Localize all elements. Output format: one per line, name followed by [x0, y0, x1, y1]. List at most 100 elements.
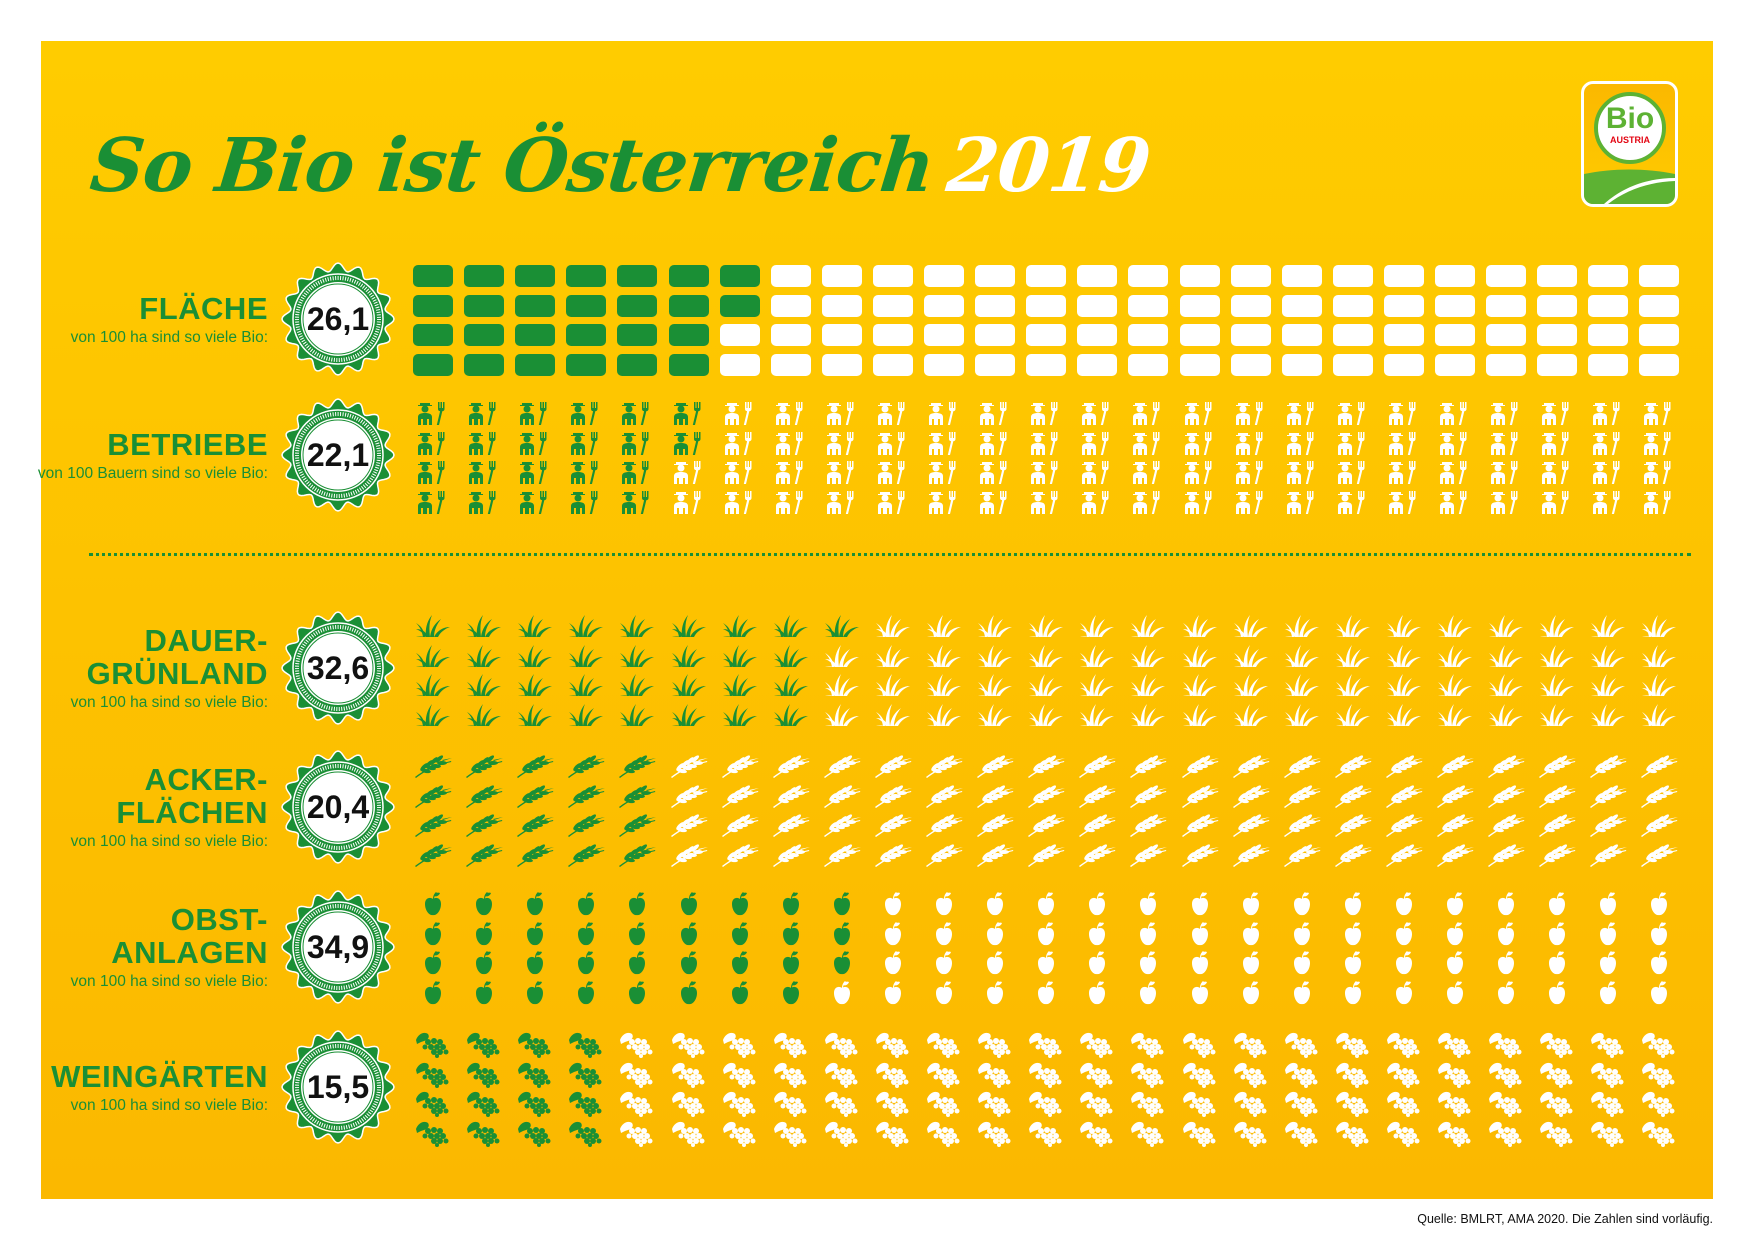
grapes-bio-icon — [565, 1089, 607, 1117]
grapes-non-bio-icon — [1179, 1119, 1221, 1147]
grapes-non-bio-icon — [1638, 1030, 1680, 1058]
rectangle-bio-icon — [412, 321, 454, 349]
section-title: ACKER- — [144, 762, 268, 797]
rectangle-non-bio-icon — [1281, 292, 1323, 320]
section-label: OBST- ANLAGEN von 100 ha sind so viele Bio… — [28, 889, 268, 1005]
grapes-non-bio-icon — [1485, 1089, 1527, 1117]
wheat-bio-icon — [412, 839, 454, 867]
title-year: 2019 — [942, 123, 1154, 209]
apple-bio-icon — [821, 920, 863, 948]
grass-non-bio-icon — [1434, 611, 1476, 639]
grapes-non-bio-icon — [1332, 1030, 1374, 1058]
grapes-bio-icon — [463, 1060, 505, 1088]
rectangle-non-bio-icon — [1281, 262, 1323, 290]
wheat-non-bio-icon — [923, 750, 965, 778]
grapes-non-bio-icon — [974, 1030, 1016, 1058]
section-ackerflaechen: ACKER- FLÄCHEN von 100 ha sind so viele Bi… — [41, 749, 1713, 865]
apple-non-bio-icon — [872, 949, 914, 977]
rectangle-non-bio-icon — [1076, 262, 1118, 290]
wheat-non-bio-icon — [821, 750, 863, 778]
grapes-non-bio-icon — [1127, 1060, 1169, 1088]
grapes-non-bio-icon — [1025, 1030, 1067, 1058]
grapes-non-bio-icon — [1434, 1119, 1476, 1147]
rectangle-non-bio-icon — [1434, 262, 1476, 290]
apple-non-bio-icon — [1485, 890, 1527, 918]
wheat-non-bio-icon — [1230, 750, 1272, 778]
grass-bio-icon — [770, 700, 812, 728]
rectangle-bio-icon — [412, 262, 454, 290]
farmer-non-bio-icon — [1230, 457, 1272, 485]
apple-non-bio-icon — [1638, 890, 1680, 918]
apple-non-bio-icon — [1076, 920, 1118, 948]
farmer-non-bio-icon — [821, 428, 863, 456]
farmer-non-bio-icon — [1076, 428, 1118, 456]
grapes-non-bio-icon — [1536, 1089, 1578, 1117]
rectangle-non-bio-icon — [770, 262, 812, 290]
section-title: DAUER- — [144, 623, 268, 658]
section-title: BETRIEBE — [107, 426, 268, 462]
apple-non-bio-icon — [974, 890, 1016, 918]
farmer-non-bio-icon — [1281, 457, 1323, 485]
grass-bio-icon — [514, 670, 556, 698]
grass-non-bio-icon — [1434, 641, 1476, 669]
grapes-non-bio-icon — [1230, 1119, 1272, 1147]
rectangle-non-bio-icon — [719, 321, 761, 349]
rectangle-non-bio-icon — [821, 351, 863, 379]
wheat-non-bio-icon — [974, 750, 1016, 778]
value-label: 20,4 — [306, 789, 370, 825]
rectangle-bio-icon — [514, 321, 556, 349]
grass-non-bio-icon — [923, 670, 965, 698]
rectangle-non-bio-icon — [1025, 262, 1067, 290]
wheat-non-bio-icon — [1281, 750, 1323, 778]
apple-non-bio-icon — [974, 979, 1016, 1007]
grass-non-bio-icon — [1179, 670, 1221, 698]
apple-non-bio-icon — [1230, 890, 1272, 918]
section-title: WEINGÄRTEN — [51, 1058, 268, 1094]
farmer-bio-icon — [514, 398, 556, 426]
grass-bio-icon — [412, 700, 454, 728]
grapes-non-bio-icon — [770, 1030, 812, 1058]
grass-non-bio-icon — [1025, 700, 1067, 728]
apple-bio-icon — [616, 979, 658, 1007]
rectangle-bio-icon — [514, 292, 556, 320]
rectangle-bio-icon — [616, 321, 658, 349]
farmer-bio-icon — [463, 398, 505, 426]
rectangle-non-bio-icon — [821, 321, 863, 349]
wheat-non-bio-icon — [1485, 839, 1527, 867]
rectangle-bio-icon — [668, 351, 710, 379]
apple-bio-icon — [412, 920, 454, 948]
rectangle-non-bio-icon — [1536, 351, 1578, 379]
wheat-non-bio-icon — [1076, 809, 1118, 837]
value-badge: 26,1 — [280, 261, 396, 377]
grass-bio-icon — [412, 641, 454, 669]
grapes-non-bio-icon — [1638, 1089, 1680, 1117]
apple-non-bio-icon — [1485, 979, 1527, 1007]
wheat-bio-icon — [514, 839, 556, 867]
rectangle-non-bio-icon — [872, 292, 914, 320]
wheat-non-bio-icon — [1587, 809, 1629, 837]
wheat-non-bio-icon — [872, 750, 914, 778]
pictogram-grid — [412, 749, 1692, 865]
apple-non-bio-icon — [1485, 949, 1527, 977]
wheat-non-bio-icon — [668, 839, 710, 867]
grapes-non-bio-icon — [1281, 1119, 1323, 1147]
farmer-non-bio-icon — [1383, 398, 1425, 426]
rectangle-non-bio-icon — [1332, 292, 1374, 320]
apple-bio-icon — [719, 949, 761, 977]
wheat-non-bio-icon — [1281, 780, 1323, 808]
rectangle-non-bio-icon — [1485, 292, 1527, 320]
farmer-bio-icon — [565, 398, 607, 426]
grass-non-bio-icon — [1127, 700, 1169, 728]
rectangle-non-bio-icon — [821, 262, 863, 290]
logo-circle: Bio AUSTRIA — [1594, 92, 1666, 164]
grapes-non-bio-icon — [1485, 1119, 1527, 1147]
apple-non-bio-icon — [1536, 890, 1578, 918]
farmer-non-bio-icon — [1281, 428, 1323, 456]
apple-non-bio-icon — [1536, 949, 1578, 977]
grapes-bio-icon — [565, 1119, 607, 1147]
grass-bio-icon — [668, 700, 710, 728]
apple-non-bio-icon — [872, 920, 914, 948]
apple-bio-icon — [565, 949, 607, 977]
grapes-non-bio-icon — [1485, 1030, 1527, 1058]
apple-bio-icon — [821, 890, 863, 918]
